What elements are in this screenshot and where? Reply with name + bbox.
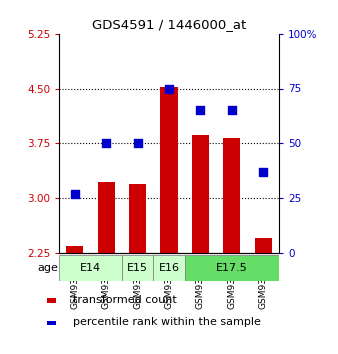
Bar bbox=[47, 321, 56, 325]
Point bbox=[166, 86, 172, 91]
Text: E15: E15 bbox=[127, 263, 148, 273]
Bar bbox=[185, 256, 279, 281]
Bar bbox=[192, 135, 209, 253]
Point bbox=[198, 108, 203, 113]
Bar bbox=[47, 298, 56, 303]
Point bbox=[72, 191, 77, 197]
Bar bbox=[255, 239, 272, 253]
Text: percentile rank within the sample: percentile rank within the sample bbox=[73, 318, 261, 327]
Bar bbox=[122, 256, 153, 281]
Bar bbox=[98, 182, 115, 253]
Bar bbox=[129, 184, 146, 253]
Point bbox=[135, 141, 140, 146]
Point bbox=[229, 108, 235, 113]
Bar bbox=[153, 256, 185, 281]
Text: transformed count: transformed count bbox=[73, 295, 176, 305]
Bar bbox=[223, 138, 240, 253]
Bar bbox=[66, 246, 83, 253]
Text: E14: E14 bbox=[80, 263, 101, 273]
Text: E17.5: E17.5 bbox=[216, 263, 248, 273]
Bar bbox=[59, 256, 122, 281]
Point bbox=[103, 141, 109, 146]
Point bbox=[261, 169, 266, 175]
Bar bbox=[160, 87, 178, 253]
Title: GDS4591 / 1446000_at: GDS4591 / 1446000_at bbox=[92, 18, 246, 31]
Text: E16: E16 bbox=[159, 263, 179, 273]
Text: age: age bbox=[38, 263, 58, 273]
